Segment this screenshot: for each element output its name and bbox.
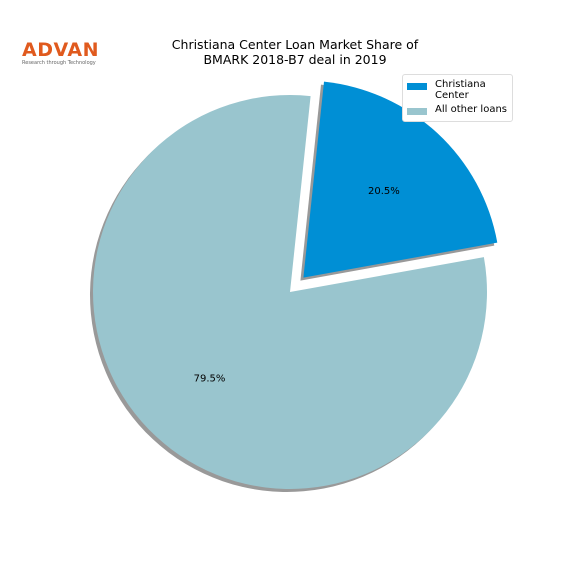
value-label: 20.5%	[368, 186, 400, 197]
legend-item: All other loans	[407, 104, 507, 115]
legend-swatch	[407, 83, 428, 90]
legend-label: Christiana Center	[435, 79, 486, 101]
chart-title: Christiana Center Loan Market Share of B…	[171, 37, 419, 67]
value-label: 79.5%	[194, 374, 226, 385]
pie-slice	[93, 95, 488, 489]
legend-item: Christiana Center	[407, 79, 507, 101]
legend-label: All other loans	[435, 104, 507, 115]
pie-slice	[303, 81, 498, 278]
logo-tagline: Research through Technology	[22, 60, 96, 66]
legend-swatch	[407, 108, 428, 115]
logo: ADVAN Research through Technology	[22, 39, 99, 67]
logo-name: ADVAN	[22, 39, 99, 61]
legend: Christiana Center All other loans	[402, 74, 513, 122]
